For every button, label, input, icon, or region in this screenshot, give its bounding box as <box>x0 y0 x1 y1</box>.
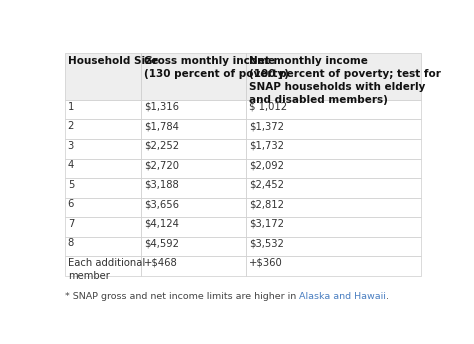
Bar <box>65 237 141 256</box>
Bar <box>246 53 421 100</box>
Text: .: . <box>386 292 389 301</box>
Bar <box>246 159 421 178</box>
Text: $1,372: $1,372 <box>249 121 284 131</box>
Bar <box>141 159 246 178</box>
Text: $3,532: $3,532 <box>249 238 284 248</box>
Text: 8: 8 <box>68 238 74 248</box>
Text: Alaska and Hawaii: Alaska and Hawaii <box>299 292 386 301</box>
Bar <box>246 139 421 159</box>
Bar <box>65 217 141 237</box>
Text: +$360: +$360 <box>249 258 283 268</box>
Text: $3,188: $3,188 <box>144 180 179 190</box>
Bar <box>141 119 246 139</box>
Text: $1,316: $1,316 <box>144 101 179 111</box>
Text: $3,656: $3,656 <box>144 199 179 209</box>
Bar <box>246 100 421 119</box>
Text: 3: 3 <box>68 141 74 151</box>
Text: $4,124: $4,124 <box>144 219 179 229</box>
Text: $2,812: $2,812 <box>249 199 284 209</box>
Bar <box>246 197 421 217</box>
Text: $2,092: $2,092 <box>249 160 284 170</box>
Text: $3,172: $3,172 <box>249 219 284 229</box>
Bar <box>246 119 421 139</box>
Text: +$468: +$468 <box>144 258 178 268</box>
Bar <box>246 178 421 197</box>
Bar <box>65 100 141 119</box>
Text: $2,720: $2,720 <box>144 160 179 170</box>
Text: Gross monthly income
(130 percent of poverty): Gross monthly income (130 percent of pov… <box>144 56 289 79</box>
Bar <box>65 53 141 100</box>
Text: 2: 2 <box>68 121 74 131</box>
Bar <box>141 256 246 276</box>
Text: Household Size: Household Size <box>68 56 158 66</box>
Bar <box>65 197 141 217</box>
Text: Each additional
member: Each additional member <box>68 258 145 281</box>
Bar <box>65 119 141 139</box>
Text: $2,452: $2,452 <box>249 180 284 190</box>
Text: $1,784: $1,784 <box>144 121 179 131</box>
Bar <box>141 237 246 256</box>
Bar <box>65 178 141 197</box>
Bar <box>246 237 421 256</box>
Bar <box>141 178 246 197</box>
Bar <box>65 139 141 159</box>
Text: 1: 1 <box>68 101 74 111</box>
Text: $1,732: $1,732 <box>249 141 284 151</box>
Bar <box>246 256 421 276</box>
Text: 6: 6 <box>68 199 74 209</box>
Bar <box>65 159 141 178</box>
Text: Net monthly income
(100 percent of poverty; test for
SNAP households with elderl: Net monthly income (100 percent of pover… <box>249 56 441 106</box>
Text: $ 1,012: $ 1,012 <box>249 101 288 111</box>
Bar <box>141 100 246 119</box>
Text: * SNAP gross and net income limits are higher in: * SNAP gross and net income limits are h… <box>65 292 299 301</box>
Text: 5: 5 <box>68 180 74 190</box>
Bar <box>141 139 246 159</box>
Text: 7: 7 <box>68 219 74 229</box>
Bar <box>246 217 421 237</box>
Bar <box>141 217 246 237</box>
Text: 4: 4 <box>68 160 74 170</box>
Text: $4,592: $4,592 <box>144 238 179 248</box>
Bar <box>141 197 246 217</box>
Bar <box>65 256 141 276</box>
Bar <box>141 53 246 100</box>
Text: $2,252: $2,252 <box>144 141 180 151</box>
